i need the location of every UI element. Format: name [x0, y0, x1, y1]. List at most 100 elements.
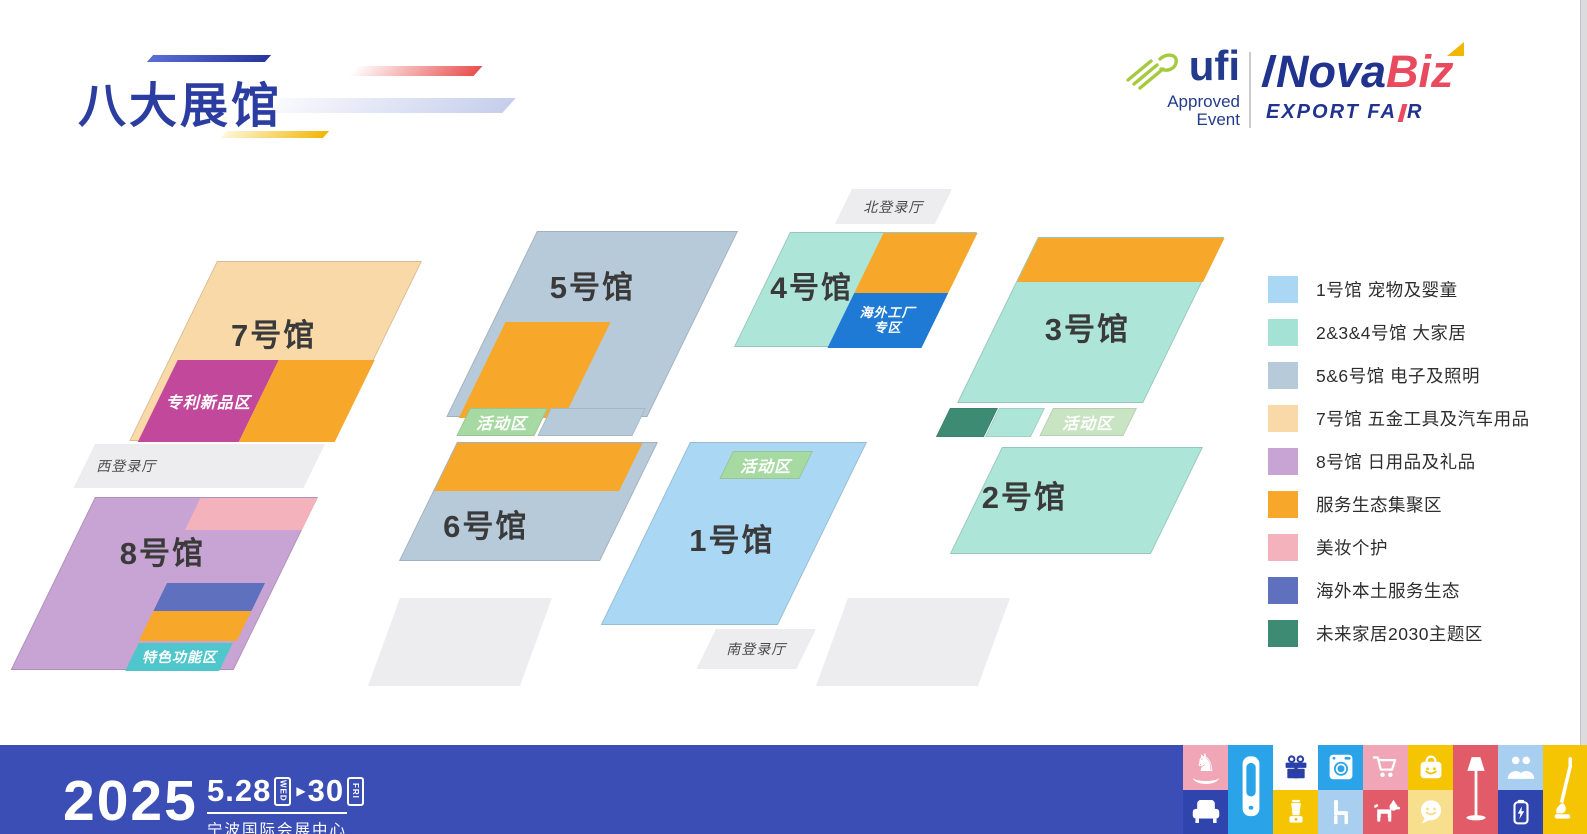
entrance-north-label: 北登录厅 [863, 198, 924, 215]
legend-label: 2&3&4号馆 大家居 [1316, 323, 1467, 343]
entrance-south: 南登录厅 [696, 629, 816, 669]
legend-row: 服务生态集聚区 [1268, 483, 1530, 526]
shopping-bag-icon [1408, 745, 1453, 790]
ufi-wordmark: ufi [1188, 42, 1240, 89]
legend-swatch [1268, 362, 1298, 389]
zone-beauty-personal-care [184, 498, 318, 530]
washing-machine-icon [1318, 745, 1363, 790]
zone-special-function: 特色功能区 [125, 643, 233, 671]
fair-logo: NovaBiz EXPORT FA R [1261, 42, 1486, 130]
deco-slash-red [347, 66, 483, 76]
page-title: 八大展馆 [78, 80, 283, 133]
legend-row: 美妆个护 [1268, 526, 1530, 569]
legend-label: 海外本土服务生态 [1316, 581, 1460, 601]
badge-activity-hall3-label: 活动区 [1062, 416, 1114, 433]
date-underline [207, 812, 347, 814]
hall-3-label: 3号馆 [1044, 312, 1130, 347]
hall-5-label: 5号馆 [549, 270, 636, 305]
dog-icon [1363, 789, 1408, 834]
day-badge-fri: FRI [347, 776, 365, 806]
zone-special-function-label: 特色功能区 [141, 649, 217, 665]
legend-row: 未来家居2030主题区 [1268, 612, 1530, 655]
legend-swatch [1268, 448, 1298, 475]
handshake-icon [1498, 745, 1543, 790]
hall-3: 3号馆 [957, 237, 1225, 403]
shopping-cart-icon [1363, 745, 1408, 790]
legend-swatch [1268, 276, 1298, 303]
hall-4-label: 4号馆 [770, 272, 853, 305]
legend-row: 1号馆 宠物及婴童 [1268, 268, 1530, 311]
footer-year: 2025 [63, 769, 198, 833]
legend-row: 海外本土服务生态 [1268, 569, 1530, 612]
strip-hall5-gray [537, 408, 646, 436]
footer-venue: 宁波国际会展中心 [207, 822, 348, 834]
zone-service-hall6 [434, 443, 643, 491]
zone-overseas-factory-line2: 专区 [873, 319, 902, 335]
badge-activity-hall5: 活动区 [456, 408, 548, 436]
legend-swatch [1268, 319, 1298, 346]
hall-7: 专利新品区 7号馆 [129, 261, 422, 442]
legend-row: 2&3&4号馆 大家居 [1268, 311, 1530, 354]
fair-name-red: Biz [1386, 46, 1454, 97]
power-bank-icon [1498, 789, 1543, 834]
fair-tagline-left: EXPORT FA [1266, 101, 1397, 123]
rocking-horse-icon: ♞ [1183, 745, 1228, 790]
legend-label: 8号馆 日用品及礼品 [1316, 452, 1476, 472]
entrance-south-label: 南登录厅 [726, 641, 787, 657]
ufi-approved-text: Approved [1167, 92, 1240, 111]
legend-swatch [1268, 405, 1298, 432]
hall-7-label: 7号馆 [231, 318, 317, 353]
legend-row: 8号馆 日用品及礼品 [1268, 440, 1530, 483]
zone-service-hall5 [458, 322, 611, 418]
date-start: 5.28 [207, 773, 272, 808]
ufi-logo: ufi Approved Event [1124, 42, 1240, 132]
legend-label: 7号馆 五金工具及汽车用品 [1316, 409, 1530, 429]
footer-date-block: 5.28 WED ▶ 30 FRI 宁波国际会展中心 [207, 773, 367, 834]
legend-swatch [1268, 577, 1298, 604]
legend-row: 5&6号馆 电子及照明 [1268, 354, 1530, 397]
air-purifier-icon [1228, 745, 1273, 834]
hall-4: 海外工厂 专区 4号馆 [733, 232, 978, 348]
fair-tagline: EXPORT FA R [1266, 101, 1486, 124]
hall-5: 5号馆 [446, 231, 738, 418]
entrance-west-label: 西登录厅 [96, 458, 157, 474]
deco-slash-pale [267, 98, 516, 113]
zone-overseas-local-service [153, 583, 266, 611]
badge-activity-hall1-label: 活动区 [740, 459, 792, 476]
hall-2-label: 2号馆 [981, 480, 1067, 515]
entrance-west: 西登录厅 [73, 444, 325, 488]
legend-row: 7号馆 五金工具及汽车用品 [1268, 397, 1530, 440]
entrance-north: 北登录厅 [834, 189, 952, 224]
legend-swatch [1268, 534, 1298, 561]
armchair-icon [1183, 789, 1228, 834]
legend: 1号馆 宠物及婴童 2&3&4号馆 大家居 5&6号馆 电子及照明 7号馆 五金… [1268, 268, 1530, 655]
badge-activity-hall3: 活动区 [1039, 408, 1137, 436]
ufi-event-text: Event [1196, 110, 1240, 129]
fair-name-blue: Nova [1276, 46, 1387, 97]
date-arrow-icon: ▶ [296, 784, 306, 798]
gift-icon [1273, 745, 1318, 790]
walkway-southwest [367, 598, 552, 686]
legend-label: 1号馆 宠物及婴童 [1316, 280, 1458, 300]
legend-label: 5&6号馆 电子及照明 [1316, 366, 1480, 386]
hall-8: 特色功能区 8号馆 [10, 497, 319, 671]
legend-swatch [1268, 491, 1298, 518]
zone-service-hall8 [138, 611, 252, 641]
legend-label: 未来家居2030主题区 [1316, 624, 1483, 644]
badge-activity-hall5-label: 活动区 [476, 416, 528, 433]
vacuum-icon [1543, 745, 1587, 834]
legend-label: 服务生态集聚区 [1316, 495, 1442, 515]
logo-divider [1249, 52, 1251, 128]
hall-1-label: 1号馆 [689, 523, 775, 558]
hall-8-label: 8号馆 [119, 536, 206, 571]
floor-lamp-icon [1453, 745, 1498, 834]
legend-swatch [1268, 620, 1298, 647]
fair-tagline-right: R [1407, 101, 1424, 123]
ufi-swoosh-icon [1126, 53, 1178, 90]
chair-icon [1318, 789, 1363, 834]
page-edge-bar [1580, 0, 1587, 745]
hall-2: 2号馆 [949, 447, 1203, 554]
walkway-southeast [815, 598, 1010, 686]
fair-logo-slash [1261, 55, 1277, 87]
